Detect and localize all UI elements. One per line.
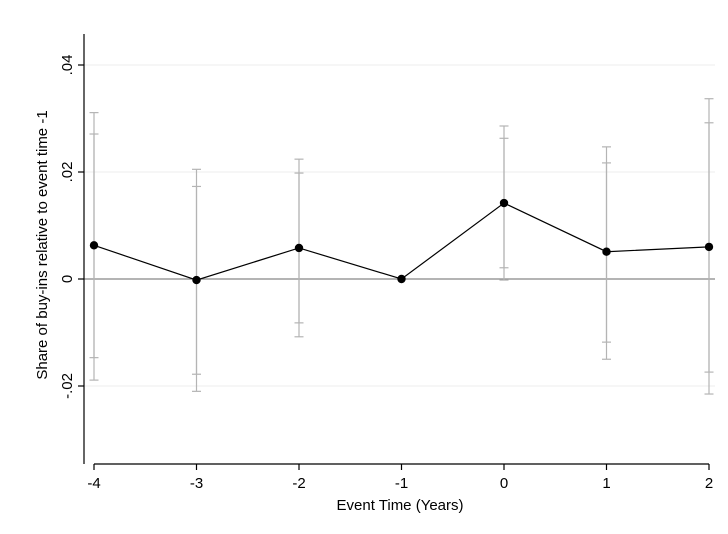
y-tick-label-2: .02 — [59, 162, 76, 183]
data-point-4 — [499, 198, 509, 208]
x-tick-label-6: 2 — [705, 475, 713, 492]
x-tick-label-5: 1 — [602, 475, 610, 492]
data-point-2 — [294, 243, 304, 253]
grid-lines — [84, 64, 715, 387]
ci-90-bars — [89, 122, 714, 375]
y-tick-label-0: -.02 — [59, 373, 76, 399]
data-point-5 — [602, 247, 611, 256]
ci-95-bars — [89, 98, 714, 395]
series-points — [89, 198, 714, 285]
data-point-3 — [397, 274, 406, 284]
y-tick-label-1: 0 — [59, 275, 76, 283]
data-point-1 — [192, 275, 201, 285]
x-tick-label-0: -4 — [87, 475, 100, 492]
x-tick-label-2: -2 — [292, 475, 305, 492]
y-axis-title: Share of buy-ins relative to event time … — [34, 110, 51, 379]
x-tick-label-1: -3 — [190, 475, 203, 492]
series-line — [93, 202, 710, 281]
y-tick-label-3: .04 — [59, 55, 76, 76]
data-point-0 — [89, 241, 99, 250]
data-point-6 — [704, 242, 714, 252]
x-axis-title: Event Time (Years) — [337, 497, 464, 514]
x-ticks: -4 -3 -2 -1 0 1 2 — [87, 464, 713, 492]
y-ticks: -.02 0 .02 .04 — [59, 55, 84, 399]
x-tick-label-4: 0 — [500, 475, 508, 492]
x-tick-label-3: -1 — [395, 475, 408, 492]
